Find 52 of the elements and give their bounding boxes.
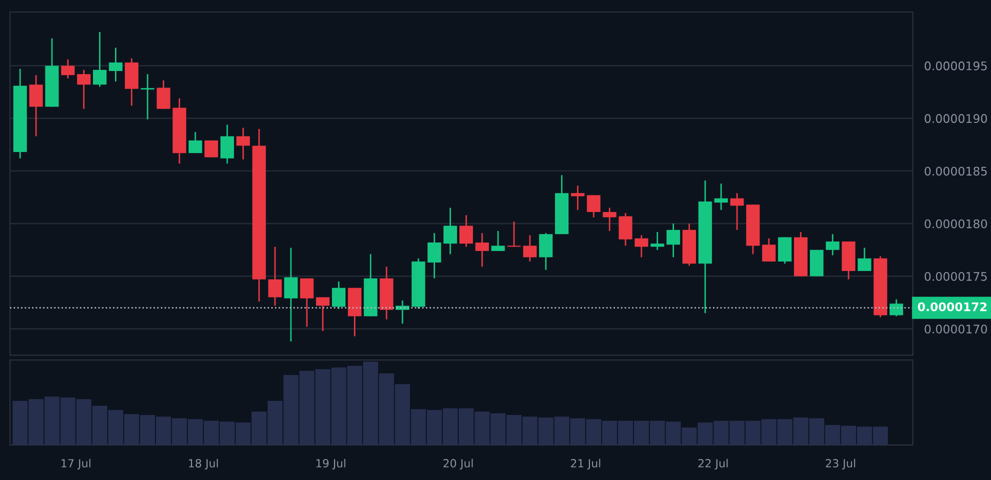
y-tick-label: 0.0000185 — [924, 166, 987, 176]
candlestick — [92, 31, 107, 88]
candlestick — [156, 80, 170, 110]
candlestick — [108, 47, 122, 82]
candlestick — [762, 238, 776, 262]
candlestick — [586, 194, 600, 218]
y-tick-label: 0.0000190 — [924, 114, 987, 123]
candlestick — [268, 246, 282, 306]
x-tick-label: 17 Jul — [62, 458, 90, 470]
candlestick — [204, 140, 218, 158]
x-tick-label: 23 Jul — [826, 458, 856, 470]
candlestick — [428, 232, 442, 280]
candlestick — [523, 234, 537, 262]
candlestick — [443, 207, 458, 255]
candlestick — [236, 127, 250, 160]
y-tick-label: 0.0000180 — [924, 219, 987, 228]
candlestick — [284, 247, 298, 342]
candlestick — [570, 185, 584, 211]
y-tick-label: 0.0000195 — [924, 61, 987, 70]
candlestick — [666, 222, 680, 258]
candlestick — [459, 214, 473, 248]
candlestick — [730, 192, 744, 231]
candlestick — [188, 131, 202, 154]
candlestick — [890, 298, 904, 317]
candlestick — [61, 58, 75, 80]
x-tick-label: 18 Jul — [188, 458, 218, 470]
candlestick — [491, 230, 505, 252]
candlestick — [714, 182, 728, 211]
candlestick — [602, 207, 616, 232]
x-tick-label: 22 Jul — [698, 458, 728, 470]
ref-line-label: 0.0000172 — [918, 302, 986, 312]
candlestick — [220, 124, 234, 164]
y-tick-label: 0.0000175 — [924, 272, 987, 281]
y-tick-label: 0.0000170 — [924, 324, 987, 334]
x-tick-label: 21 Jul — [570, 458, 600, 470]
candlestick — [539, 232, 553, 271]
candlestick — [634, 234, 648, 258]
candlestick — [507, 220, 521, 248]
candlestick — [29, 74, 43, 137]
x-tick-label: 19 Jul — [316, 458, 346, 470]
candlestick — [140, 73, 156, 120]
x-tick-label: 20 Jul — [444, 458, 473, 470]
candlestick — [618, 212, 632, 246]
candlestick — [396, 300, 410, 324]
candlestick — [300, 278, 314, 328]
candlestick — [475, 232, 489, 268]
candlestick — [316, 296, 330, 332]
candlestick — [77, 69, 91, 110]
candlestick — [650, 231, 664, 251]
candlestick — [858, 247, 872, 272]
candlestick — [332, 280, 346, 310]
candlestick — [826, 233, 840, 256]
